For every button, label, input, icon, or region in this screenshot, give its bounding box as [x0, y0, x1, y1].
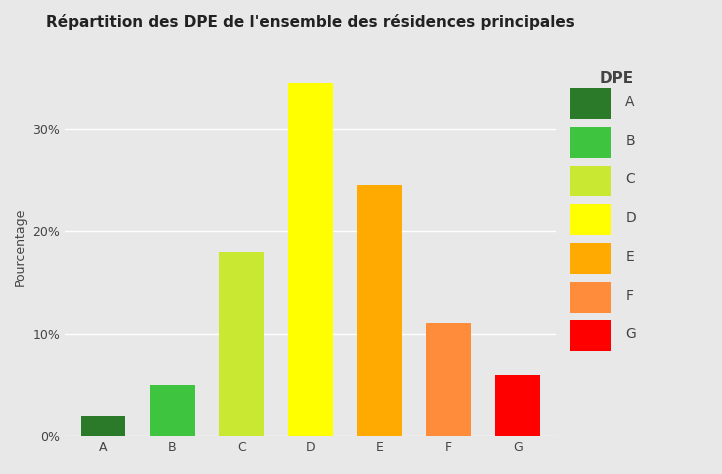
Text: F: F — [625, 289, 633, 302]
Bar — [219, 252, 264, 436]
Text: C: C — [625, 173, 635, 186]
Text: E: E — [625, 250, 634, 264]
FancyBboxPatch shape — [570, 282, 611, 312]
Text: Répartition des DPE de l'ensemble des résidences principales: Répartition des DPE de l'ensemble des ré… — [46, 14, 575, 30]
FancyBboxPatch shape — [570, 320, 611, 351]
Text: B: B — [625, 134, 635, 147]
Bar — [81, 416, 126, 436]
FancyBboxPatch shape — [570, 204, 611, 235]
Y-axis label: Pourcentage: Pourcentage — [14, 207, 27, 286]
Text: DPE: DPE — [599, 71, 633, 86]
Bar — [149, 385, 195, 436]
FancyBboxPatch shape — [570, 243, 611, 274]
Text: A: A — [625, 95, 635, 109]
FancyBboxPatch shape — [570, 88, 611, 119]
Text: D: D — [625, 211, 636, 225]
FancyBboxPatch shape — [570, 165, 611, 196]
Bar — [357, 185, 402, 436]
FancyBboxPatch shape — [570, 127, 611, 157]
Text: G: G — [625, 328, 636, 341]
Bar — [426, 323, 471, 436]
Bar — [495, 374, 540, 436]
Bar — [288, 82, 333, 436]
